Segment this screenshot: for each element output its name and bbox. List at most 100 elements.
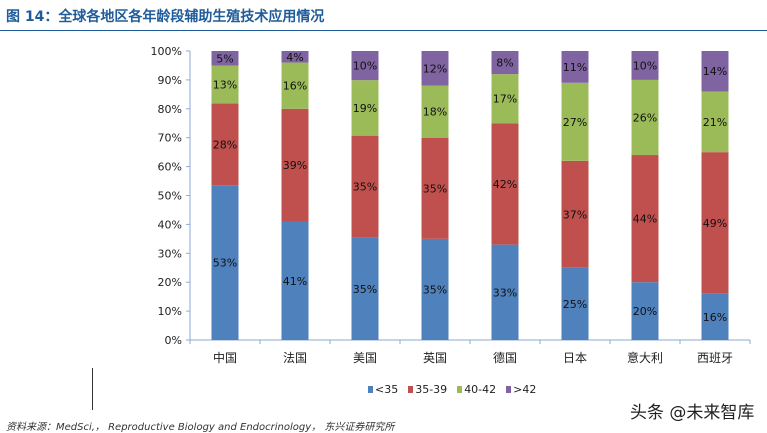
- data-label: 5%: [216, 52, 233, 65]
- data-label: 39%: [283, 159, 307, 172]
- category-label: 西班牙: [697, 351, 733, 365]
- bar-segment: [281, 51, 309, 63]
- bar-segment: [351, 80, 379, 136]
- y-tick-label: 0%: [165, 334, 182, 347]
- category-label: 意大利: [627, 350, 663, 365]
- bar-segment: [561, 82, 589, 161]
- data-label: 8%: [496, 57, 513, 70]
- data-label: 27%: [563, 116, 587, 129]
- bar-segment: [281, 108, 309, 222]
- y-tick-label: 30%: [158, 247, 182, 260]
- bar-segment: [281, 62, 309, 109]
- y-tick-label: 80%: [158, 103, 182, 116]
- category-label: 法国: [283, 351, 307, 365]
- legend-label: >42: [513, 383, 537, 396]
- bar-segment: [561, 51, 589, 83]
- legend: <35 35-39 40-42 >42: [368, 383, 536, 396]
- bar-segment: [631, 155, 659, 283]
- legend-item: <35: [368, 383, 398, 396]
- y-tick-label: 60%: [158, 161, 182, 174]
- data-label: 14%: [703, 65, 727, 78]
- vertical-divider: [92, 368, 93, 410]
- category-label: 英国: [423, 351, 447, 365]
- bar-segment: [491, 74, 519, 124]
- legend-item: >42: [506, 383, 536, 396]
- category-label: 美国: [353, 351, 377, 365]
- data-label: 20%: [633, 305, 657, 318]
- legend-swatch: [368, 386, 373, 393]
- bar-segment: [211, 65, 239, 104]
- y-tick-label: 50%: [158, 190, 182, 203]
- data-label: 35%: [423, 283, 447, 296]
- bar-segment: [351, 237, 379, 340]
- data-label: 26%: [633, 111, 657, 124]
- bar-segment: [631, 79, 659, 156]
- bar-segment: [701, 152, 729, 294]
- data-label: 4%: [286, 51, 303, 64]
- bar-segment: [351, 135, 379, 238]
- y-tick-label: 70%: [158, 132, 182, 145]
- legend-label: 40-42: [464, 383, 497, 396]
- figure-title: 图 14：全球各地区各年龄段辅助生殖技术应用情况: [6, 9, 325, 25]
- data-label: 44%: [633, 213, 657, 226]
- data-label: 35%: [423, 182, 447, 195]
- bar-segment: [491, 244, 519, 340]
- data-label: 16%: [283, 80, 307, 93]
- data-label: 16%: [703, 311, 727, 324]
- data-label: 19%: [353, 102, 377, 115]
- data-label: 10%: [353, 60, 377, 73]
- legend-label: <35: [375, 383, 399, 396]
- bar-segment: [421, 238, 449, 340]
- watermark: 头条 @未来智库: [630, 403, 755, 423]
- category-label: 中国: [213, 350, 237, 365]
- data-label: 10%: [633, 59, 657, 72]
- source-note: 资料来源：MedSci,， Reproductive Biology and E…: [6, 422, 395, 433]
- data-label: 25%: [563, 298, 587, 311]
- bar-segment: [421, 51, 449, 86]
- bar-segment: [421, 85, 449, 138]
- data-label: 12%: [423, 62, 447, 75]
- data-label: 37%: [563, 208, 587, 221]
- data-label: 17%: [493, 93, 517, 106]
- data-label: 49%: [703, 217, 727, 230]
- legend-label: 35-39: [415, 383, 448, 396]
- y-tick-label: 40%: [158, 218, 182, 231]
- bar-segment: [351, 51, 379, 81]
- bar-segment: [281, 221, 309, 340]
- bar-segment: [211, 185, 239, 340]
- legend-swatch: [457, 386, 463, 393]
- data-label: 13%: [213, 79, 237, 92]
- y-tick-label: 10%: [158, 305, 182, 318]
- bar-segment: [701, 91, 729, 153]
- data-label: 33%: [493, 286, 517, 299]
- bar-segment: [701, 293, 729, 340]
- bar-segment: [421, 137, 449, 239]
- bar-segment: [561, 160, 589, 268]
- bar-segment: [631, 282, 659, 340]
- bar-segment: [491, 51, 519, 75]
- data-label: 28%: [213, 138, 237, 151]
- legend-item: 35-39: [408, 383, 447, 396]
- category-label: 德国: [493, 350, 517, 365]
- legend-item: 40-42: [457, 383, 496, 396]
- data-label: 35%: [353, 181, 377, 194]
- legend-swatch: [408, 386, 414, 393]
- bar-segment: [491, 123, 519, 245]
- bar-segment: [631, 51, 659, 80]
- y-tick-label: 20%: [158, 276, 182, 289]
- data-label: 53%: [213, 257, 237, 270]
- category-label: 日本: [563, 351, 587, 365]
- bar-segment: [561, 267, 589, 340]
- data-label: 21%: [703, 116, 727, 129]
- data-label: 35%: [353, 283, 377, 296]
- data-label: 41%: [283, 275, 307, 288]
- y-tick-label: 100%: [151, 45, 182, 58]
- data-label: 42%: [493, 178, 517, 191]
- bar-segment: [211, 103, 239, 186]
- bar-segment: [211, 51, 239, 66]
- y-tick-label: 90%: [158, 74, 182, 87]
- title-divider: [0, 30, 767, 31]
- data-label: 18%: [423, 106, 447, 119]
- data-label: 11%: [563, 61, 587, 74]
